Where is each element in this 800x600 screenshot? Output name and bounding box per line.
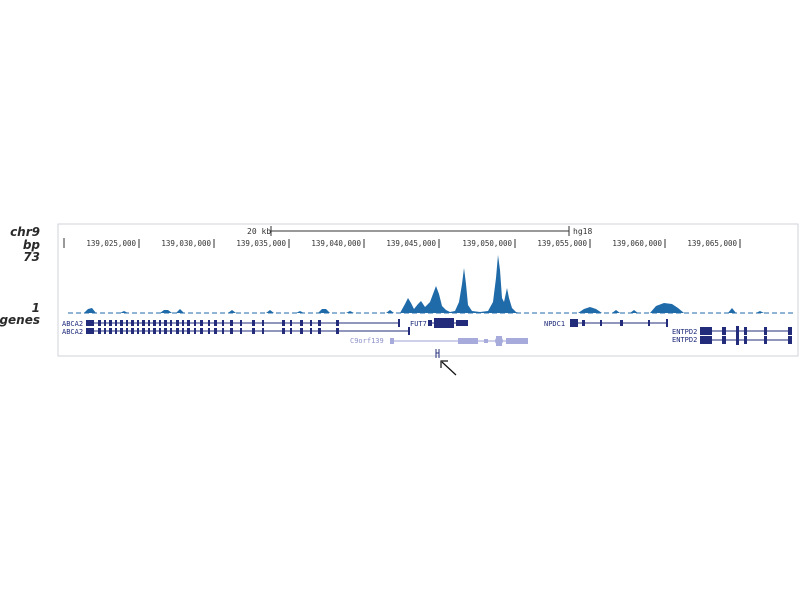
gene-abca2-1[interactable]: ABCA2 [62, 319, 400, 328]
gene-exons [428, 318, 468, 328]
gene-label: ENTPD2 [672, 328, 697, 336]
coordinate-tick-label: 139,065,000 [687, 239, 737, 248]
scale-bar: 20 kb hg18 [247, 226, 592, 236]
gene-exons [86, 327, 410, 335]
gene-abca2-2[interactable]: ABCA2 [62, 327, 410, 336]
coordinate-tick-6: 139,050,000 [462, 239, 516, 248]
coordinate-tick-9: 139,065,000 [687, 239, 741, 248]
coordinate-tick-1: 139,025,000 [86, 239, 140, 248]
gene-c9orf139[interactable]: C9orf139 [350, 336, 528, 346]
coordinate-tick-label: 139,025,000 [86, 239, 136, 248]
signal-track [68, 255, 796, 314]
gene-entpd2-1[interactable]: ENTPD2 [672, 326, 792, 336]
signal-peaks [84, 255, 764, 313]
gene-exons [570, 319, 668, 327]
arrow-pointer-icon [440, 360, 457, 376]
coordinate-tick-4: 139,040,000 [311, 239, 365, 248]
browser-panel-frame [57, 223, 799, 357]
coordinate-tick-label: 139,055,000 [537, 239, 587, 248]
genes-track: ABCA2 ABCA2 FUT7 NPDC1 C9orf139 [62, 318, 792, 346]
gene-label: C9orf139 [350, 337, 384, 345]
gene-npdc1[interactable]: NPDC1 [544, 319, 668, 328]
gene-fut7[interactable]: FUT7 [410, 318, 468, 328]
chromosome-label: chr9 [10, 225, 40, 239]
gene-entpd2-2[interactable]: ENTPD2 [672, 335, 792, 345]
gene-label: FUT7 [410, 320, 427, 328]
coordinate-tick-7: 139,055,000 [537, 239, 591, 248]
assembly-label: hg18 [573, 227, 592, 236]
gene-exons [700, 335, 792, 345]
gene-exons [390, 336, 528, 346]
signal-min-label: 1 [32, 301, 40, 315]
coordinate-ruler: 139,025,000 139,030,000 139,035,000 139,… [63, 238, 741, 248]
coordinate-tick-label: 139,040,000 [311, 239, 361, 248]
gene-label: ENTPD2 [672, 336, 697, 344]
probe-marker-icon [435, 349, 440, 358]
coordinate-tick-5: 139,045,000 [386, 239, 440, 248]
scale-bar-length: 20 kb [247, 227, 271, 236]
coordinate-tick-label: 139,030,000 [161, 239, 211, 248]
coordinate-tick-label: 139,060,000 [612, 239, 662, 248]
signal-max-label: 73 [23, 250, 40, 264]
coordinate-tick-label: 139,050,000 [462, 239, 512, 248]
coordinate-tick-label: 139,035,000 [236, 239, 286, 248]
bp-label: bp [23, 238, 41, 252]
coordinate-tick-8: 139,060,000 [612, 239, 666, 248]
gene-label: NPDC1 [544, 320, 565, 328]
gene-exons [86, 319, 400, 327]
gene-label: ABCA2 [62, 328, 83, 336]
coordinate-tick-3: 139,035,000 [236, 239, 290, 248]
genes-track-label: genes [0, 313, 40, 327]
gene-label: ABCA2 [62, 320, 83, 328]
coordinate-tick-2: 139,030,000 [161, 239, 215, 248]
coordinate-tick-label: 139,045,000 [386, 239, 436, 248]
gene-exons [700, 326, 792, 336]
